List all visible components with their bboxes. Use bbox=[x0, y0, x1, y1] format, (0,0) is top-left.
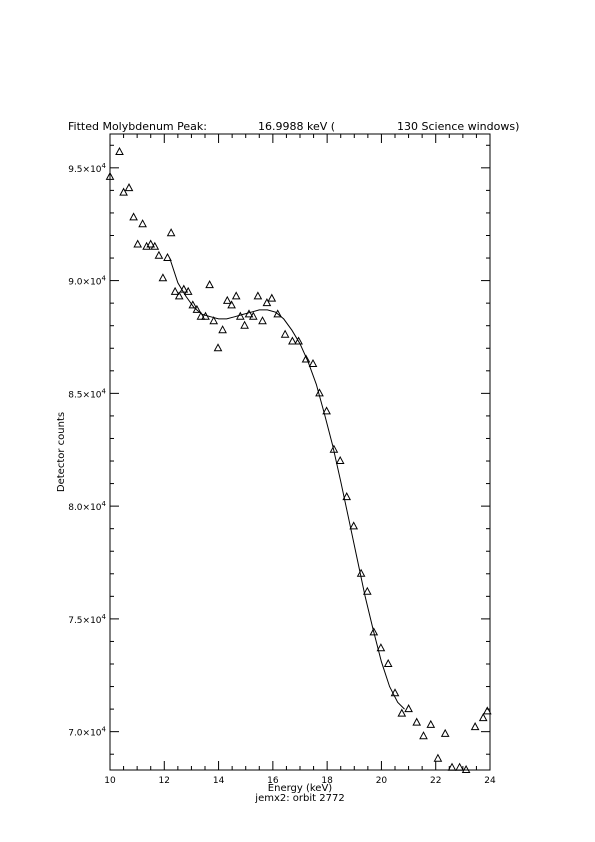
data-point-marker bbox=[146, 239, 156, 248]
data-point-marker bbox=[183, 286, 193, 295]
x-tick-label: 10 bbox=[104, 776, 116, 786]
data-point-marker bbox=[258, 316, 267, 325]
data-point-marker bbox=[397, 708, 407, 717]
data-point-marker bbox=[390, 688, 400, 697]
data-point-marker bbox=[478, 713, 488, 722]
x-axis-label: Energy (keV) bbox=[268, 783, 333, 794]
data-point-marker bbox=[115, 146, 124, 155]
data-point-marker bbox=[105, 171, 115, 180]
data-point-marker bbox=[426, 719, 436, 728]
data-point-marker bbox=[262, 298, 272, 307]
chart-title-part-3: 130 Science windows) bbox=[397, 120, 519, 133]
data-point-marker bbox=[138, 219, 147, 228]
data-point-marker bbox=[369, 627, 379, 636]
data-point-marker bbox=[174, 291, 184, 300]
data-markers bbox=[105, 146, 492, 773]
data-point-marker bbox=[142, 241, 151, 250]
data-point-marker bbox=[166, 228, 176, 237]
data-point-marker bbox=[240, 320, 249, 329]
y-tick-label: 9.5×104 bbox=[68, 162, 106, 175]
data-point-marker bbox=[419, 731, 428, 740]
data-point-marker bbox=[209, 316, 219, 325]
data-point-marker bbox=[335, 455, 345, 464]
data-point-marker bbox=[461, 764, 471, 773]
data-point-marker bbox=[119, 187, 128, 196]
data-point-marker bbox=[231, 291, 241, 300]
y-tick-label: 7.5×104 bbox=[68, 613, 106, 626]
chart-title-part-2: 16.9988 keV ( bbox=[258, 120, 335, 133]
data-point-marker bbox=[342, 492, 352, 501]
data-point-marker bbox=[404, 704, 413, 713]
data-point-marker bbox=[222, 295, 232, 304]
data-point-marker bbox=[253, 291, 263, 300]
y-axis-label: Detector counts bbox=[56, 412, 67, 492]
data-point-marker bbox=[196, 311, 206, 320]
data-point-marker bbox=[362, 586, 372, 595]
data-point-marker bbox=[440, 728, 450, 737]
data-point-marker bbox=[412, 717, 422, 726]
y-tick-label: 8.5×104 bbox=[68, 387, 106, 400]
data-point-marker bbox=[248, 311, 258, 320]
data-point-marker bbox=[227, 300, 236, 309]
data-point-marker bbox=[273, 309, 283, 318]
data-point-marker bbox=[188, 300, 198, 309]
data-point-marker bbox=[470, 722, 480, 731]
data-point-marker bbox=[218, 325, 227, 334]
data-point-marker bbox=[133, 239, 143, 248]
y-tick-label: 8.0×104 bbox=[68, 500, 106, 513]
data-point-marker bbox=[315, 388, 324, 397]
data-point-marker bbox=[192, 304, 202, 313]
data-point-marker bbox=[158, 273, 168, 282]
data-point-marker bbox=[163, 252, 172, 261]
x-tick-label: 24 bbox=[484, 776, 496, 786]
data-point-marker bbox=[329, 444, 339, 453]
data-point-marker bbox=[129, 212, 138, 221]
plot-frame bbox=[109, 133, 491, 771]
data-point-marker bbox=[308, 358, 318, 367]
chart-subcaption: jemx2: orbit 2772 bbox=[254, 793, 344, 804]
data-point-marker bbox=[154, 250, 164, 259]
fit-curve bbox=[169, 257, 405, 710]
data-point-marker bbox=[235, 311, 245, 320]
data-point-marker bbox=[447, 762, 457, 771]
axis-tick-labels: 10 12 14 16 18 20 22 24 7.0×104 7.5×104 8.0×104 8.5… bbox=[68, 162, 496, 786]
y-tick-label: 7.0×104 bbox=[68, 726, 106, 739]
data-point-marker bbox=[244, 309, 254, 318]
data-point-marker bbox=[201, 311, 210, 320]
data-point-marker bbox=[280, 329, 290, 338]
data-point-marker bbox=[349, 521, 359, 530]
data-point-marker bbox=[288, 336, 297, 345]
data-point-marker bbox=[356, 568, 366, 577]
x-tick-label: 12 bbox=[159, 776, 170, 786]
chart-title-part-1: Fitted Molybdenum Peak: bbox=[68, 120, 207, 133]
x-tick-label: 14 bbox=[213, 776, 225, 786]
x-tick-label: 16 bbox=[267, 776, 279, 786]
data-point-marker bbox=[150, 241, 160, 250]
data-point-marker bbox=[433, 753, 443, 762]
x-tick-label: 20 bbox=[376, 776, 388, 786]
axis-ticks bbox=[109, 134, 491, 770]
data-point-marker bbox=[301, 354, 311, 363]
x-tick-label: 18 bbox=[321, 776, 333, 786]
data-point-marker bbox=[179, 284, 189, 293]
x-tick-label: 22 bbox=[430, 776, 441, 786]
data-point-marker bbox=[455, 762, 464, 771]
data-point-marker bbox=[376, 643, 386, 652]
y-tick-label: 9.0×104 bbox=[68, 275, 106, 288]
data-point-marker bbox=[170, 286, 180, 295]
data-point-marker bbox=[482, 706, 492, 715]
data-point-marker bbox=[294, 336, 303, 345]
data-point-marker bbox=[213, 343, 223, 352]
data-point-marker bbox=[267, 293, 277, 302]
data-point-marker bbox=[124, 183, 134, 192]
data-point-marker bbox=[383, 658, 393, 667]
data-point-marker bbox=[205, 280, 214, 289]
data-point-marker bbox=[322, 406, 331, 415]
